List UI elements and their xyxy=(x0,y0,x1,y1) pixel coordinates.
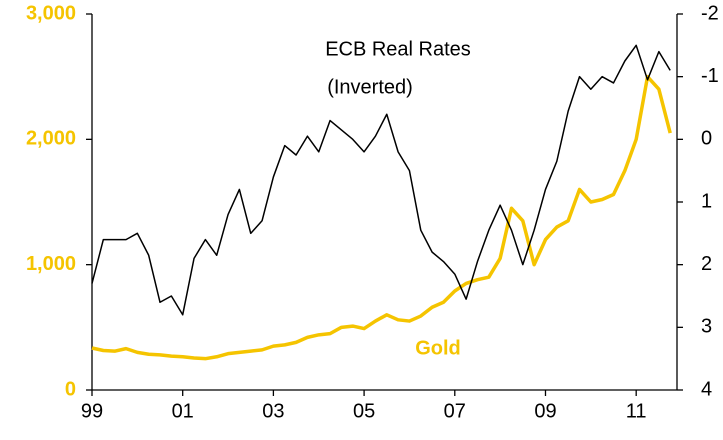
line-label: ECB Real Rates xyxy=(325,38,471,60)
y-tick-label: 3,000 xyxy=(26,2,76,24)
line xyxy=(91,74,672,361)
y2-tick-label: -2 xyxy=(701,2,719,24)
x-tick-label: 99 xyxy=(81,400,103,422)
y2-tick-label: 2 xyxy=(701,253,712,275)
x-tick-label: 07 xyxy=(444,400,466,422)
y-tick-label: 0 xyxy=(65,378,76,400)
annotation: (Inverted) xyxy=(327,76,413,98)
x-tick-label: 11 xyxy=(626,400,647,422)
x-tick-label: 09 xyxy=(534,400,556,422)
y-tick-label: 1,000 xyxy=(26,253,76,275)
y-tick-label: 2,000 xyxy=(26,128,76,150)
x-tick-label: 01 xyxy=(172,400,194,422)
y2-tick-label: -1 xyxy=(701,65,719,87)
x-tick-label: 03 xyxy=(262,400,284,422)
x-tick-label: 05 xyxy=(353,400,375,422)
y2-tick-label: 4 xyxy=(701,378,712,400)
y2-tick-label: 0 xyxy=(701,128,712,150)
line-label: Gold xyxy=(415,337,461,359)
y2-tick-label: 3 xyxy=(701,316,712,338)
y2-tick-label: 1 xyxy=(701,190,712,212)
line xyxy=(91,44,671,316)
